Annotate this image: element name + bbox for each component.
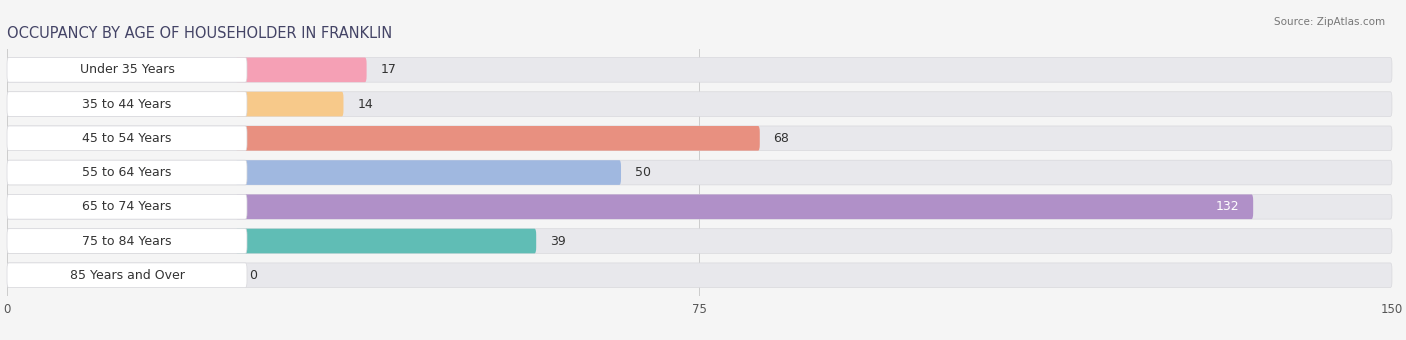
Text: 65 to 74 Years: 65 to 74 Years bbox=[83, 200, 172, 213]
Text: 68: 68 bbox=[773, 132, 790, 145]
FancyBboxPatch shape bbox=[236, 126, 759, 151]
Text: 75 to 84 Years: 75 to 84 Years bbox=[82, 235, 172, 248]
FancyBboxPatch shape bbox=[7, 160, 247, 185]
Text: 55 to 64 Years: 55 to 64 Years bbox=[83, 166, 172, 179]
Text: 35 to 44 Years: 35 to 44 Years bbox=[83, 98, 172, 111]
FancyBboxPatch shape bbox=[236, 92, 343, 116]
FancyBboxPatch shape bbox=[7, 263, 1392, 288]
FancyBboxPatch shape bbox=[7, 92, 247, 116]
Text: 14: 14 bbox=[357, 98, 373, 111]
Text: Source: ZipAtlas.com: Source: ZipAtlas.com bbox=[1274, 17, 1385, 27]
FancyBboxPatch shape bbox=[236, 229, 536, 253]
Text: Under 35 Years: Under 35 Years bbox=[80, 63, 174, 76]
FancyBboxPatch shape bbox=[236, 160, 621, 185]
FancyBboxPatch shape bbox=[7, 194, 247, 219]
FancyBboxPatch shape bbox=[236, 194, 1253, 219]
FancyBboxPatch shape bbox=[236, 57, 367, 82]
FancyBboxPatch shape bbox=[7, 160, 1392, 185]
Text: 0: 0 bbox=[249, 269, 257, 282]
FancyBboxPatch shape bbox=[7, 194, 1392, 219]
FancyBboxPatch shape bbox=[7, 126, 247, 151]
Text: 39: 39 bbox=[550, 235, 565, 248]
Text: OCCUPANCY BY AGE OF HOUSEHOLDER IN FRANKLIN: OCCUPANCY BY AGE OF HOUSEHOLDER IN FRANK… bbox=[7, 26, 392, 41]
FancyBboxPatch shape bbox=[7, 229, 1392, 253]
FancyBboxPatch shape bbox=[7, 229, 247, 253]
Text: 17: 17 bbox=[381, 63, 396, 76]
FancyBboxPatch shape bbox=[7, 263, 247, 288]
FancyBboxPatch shape bbox=[7, 57, 247, 82]
Text: 45 to 54 Years: 45 to 54 Years bbox=[83, 132, 172, 145]
Text: 50: 50 bbox=[636, 166, 651, 179]
Text: 132: 132 bbox=[1216, 200, 1239, 213]
FancyBboxPatch shape bbox=[7, 57, 1392, 82]
Text: 85 Years and Over: 85 Years and Over bbox=[69, 269, 184, 282]
FancyBboxPatch shape bbox=[7, 92, 1392, 116]
FancyBboxPatch shape bbox=[7, 126, 1392, 151]
